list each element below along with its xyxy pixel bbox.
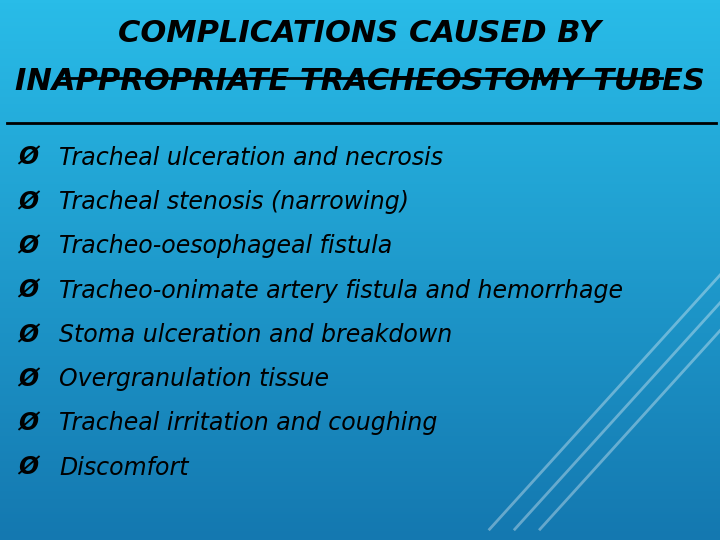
Text: Ø: Ø <box>18 367 38 391</box>
Text: Tracheo-oesophageal fistula: Tracheo-oesophageal fistula <box>59 234 392 258</box>
Text: INAPPROPRIATE TRACHEOSTOMY TUBES: INAPPROPRIATE TRACHEOSTOMY TUBES <box>15 68 705 97</box>
Text: Ø: Ø <box>18 146 38 170</box>
Text: Ø: Ø <box>18 234 38 258</box>
Text: Overgranulation tissue: Overgranulation tissue <box>59 367 329 391</box>
Text: COMPLICATIONS CAUSED BY: COMPLICATIONS CAUSED BY <box>119 19 601 48</box>
Text: Tracheal stenosis (narrowing): Tracheal stenosis (narrowing) <box>59 190 409 214</box>
Text: Stoma ulceration and breakdown: Stoma ulceration and breakdown <box>59 323 452 347</box>
Text: Ø: Ø <box>18 411 38 435</box>
Text: Ø: Ø <box>18 190 38 214</box>
Text: Ø: Ø <box>18 279 38 302</box>
Text: Tracheal irritation and coughing: Tracheal irritation and coughing <box>59 411 438 435</box>
Text: Discomfort: Discomfort <box>59 456 189 480</box>
Text: Ø: Ø <box>18 456 38 480</box>
Text: Ø: Ø <box>18 323 38 347</box>
Text: Tracheal ulceration and necrosis: Tracheal ulceration and necrosis <box>59 146 443 170</box>
Text: Tracheo-onimate artery fistula and hemorrhage: Tracheo-onimate artery fistula and hemor… <box>59 279 623 302</box>
